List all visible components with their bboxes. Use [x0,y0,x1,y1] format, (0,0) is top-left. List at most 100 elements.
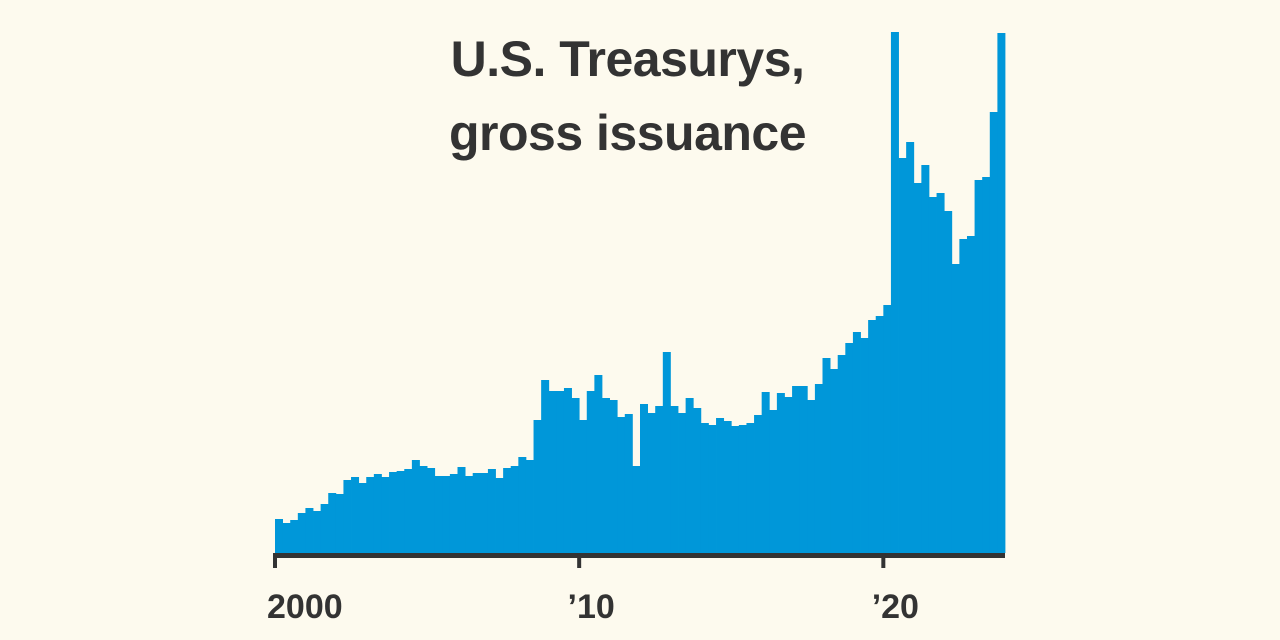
bar [290,520,299,553]
bar [419,466,428,553]
bar [411,460,420,553]
bar [548,391,557,553]
bar [799,386,808,553]
bar [670,406,679,553]
bar [434,476,443,553]
x-tick-label: ’20 [872,588,919,626]
bar [571,398,580,553]
bar [662,352,671,553]
x-tick [881,553,886,568]
bar [457,467,466,553]
bar [837,355,846,553]
bar [784,397,793,553]
bar [594,375,603,553]
bar [814,384,823,553]
bar [700,423,709,553]
bar [381,477,390,553]
bar [320,504,329,553]
bar [769,410,778,553]
bar [373,474,382,553]
bar [351,477,360,553]
bar [898,158,907,553]
bar [678,413,687,553]
x-tick-label: 2000 [267,588,343,626]
bar [487,469,496,553]
bar [685,398,694,553]
bar [875,316,884,553]
bar [396,471,405,553]
bar [427,468,436,553]
bar [389,472,398,553]
bar [480,473,489,553]
bar [693,408,702,553]
bar [525,460,534,553]
bar [632,466,641,553]
bar [366,477,375,553]
bar [297,513,306,553]
x-tick-label: ’10 [568,588,615,626]
bar [997,33,1006,553]
bar [313,511,322,553]
bar [442,476,451,553]
bar [868,320,877,553]
bar [472,473,481,553]
x-axis-line [273,553,1005,558]
bar [845,343,854,553]
bar [328,493,337,553]
bar [358,483,367,553]
bar [282,523,291,553]
bar [852,332,861,553]
bar [761,392,770,553]
bar [959,239,968,553]
bar [830,369,839,553]
bar [982,177,991,553]
bar [510,466,519,553]
bar [541,380,550,553]
bar [495,478,504,553]
bar [746,423,755,553]
chart-title: U.S. Treasurys, gross issuance [400,22,855,170]
bar [586,391,595,553]
bar [989,112,998,553]
bar [275,519,284,553]
bar [533,420,542,553]
bar [974,180,983,553]
bar [305,508,314,553]
bar [754,415,763,553]
bar [708,425,717,553]
bar [579,420,588,553]
bar [640,404,649,553]
bar [465,476,474,553]
bar [738,425,747,553]
bar [731,426,740,553]
bar [601,398,610,553]
bar [556,391,565,553]
bar [822,358,831,553]
bar [655,406,664,553]
bar [503,468,512,553]
bar [921,165,930,553]
bar [807,400,816,553]
bar [906,142,915,553]
bar [624,414,633,553]
chart-title-line-1: U.S. Treasurys, [450,31,805,87]
bar [860,338,869,553]
bar [776,393,785,553]
bar [449,474,458,553]
x-tick [577,553,582,568]
bar [404,469,413,553]
bar [928,197,937,553]
bar [343,480,352,553]
bar [951,264,960,553]
bar [966,236,975,553]
bar [944,211,953,553]
bar [617,417,626,553]
bar [716,418,725,553]
bar [890,32,899,553]
bar [792,386,801,553]
bar [913,183,922,553]
bar [563,388,572,553]
bar [518,457,527,553]
chart-title-line-2: gross issuance [448,105,807,161]
